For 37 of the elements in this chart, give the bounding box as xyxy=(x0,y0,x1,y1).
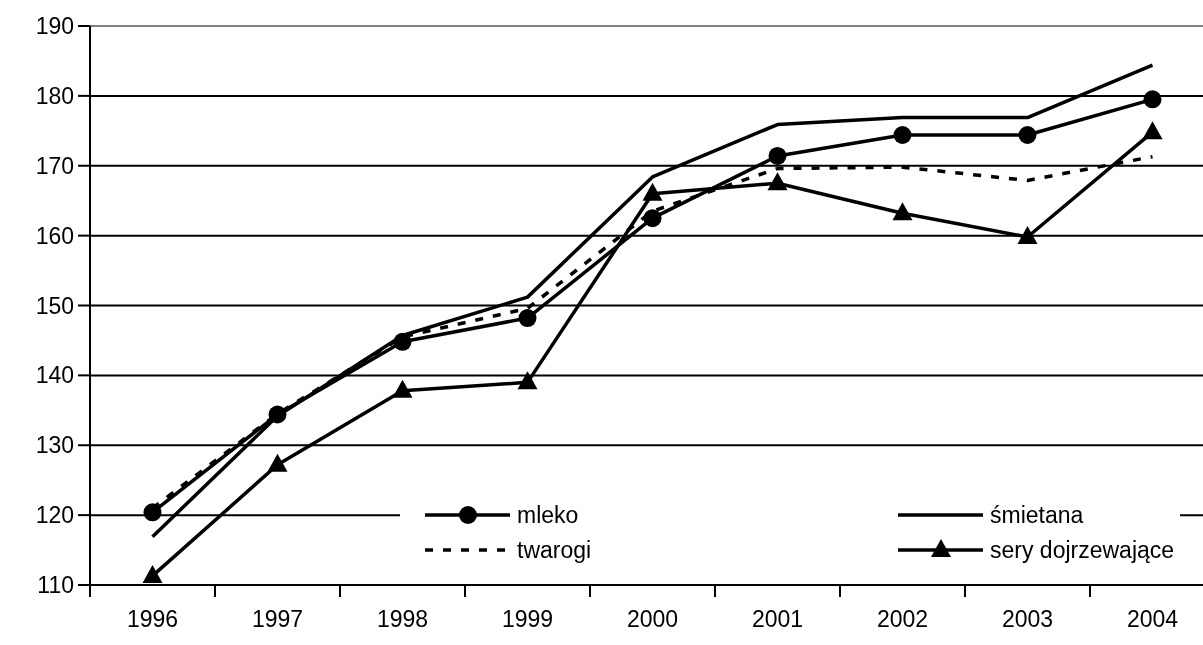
legend-label: sery dojrzewające xyxy=(990,537,1175,564)
point xyxy=(392,379,413,398)
point xyxy=(768,146,787,165)
y-tick-label: 180 xyxy=(35,82,74,109)
point xyxy=(1017,226,1038,245)
y-tick-label: 150 xyxy=(35,292,74,319)
y-tick-label: 190 xyxy=(35,13,74,40)
legend-label: śmietana xyxy=(990,502,1084,529)
x-tick-label: 1996 xyxy=(126,606,179,632)
point xyxy=(517,371,538,390)
point xyxy=(518,309,537,328)
point xyxy=(893,126,912,145)
y-tick-label: 160 xyxy=(35,222,74,249)
x-tick-label: 2004 xyxy=(1126,606,1179,632)
point xyxy=(642,182,663,201)
y-tick-label: 170 xyxy=(35,152,74,179)
point xyxy=(267,453,288,472)
y-tick-label: 140 xyxy=(35,362,74,389)
y-tick-label: 110 xyxy=(37,572,74,599)
x-tick-label: 2003 xyxy=(1001,606,1054,632)
point xyxy=(1142,121,1163,140)
point xyxy=(892,202,913,221)
y-tick-label: 120 xyxy=(35,502,74,529)
legend-label: twarogi xyxy=(517,537,592,564)
x-tick-label: 2000 xyxy=(626,606,679,632)
y-tick-label: 130 xyxy=(35,432,74,459)
point xyxy=(767,172,788,191)
point xyxy=(643,209,662,228)
legend-label: mleko xyxy=(517,502,579,529)
x-tick-label: 1997 xyxy=(251,606,304,632)
x-tick-label: 2002 xyxy=(876,606,929,632)
x-tick-label: 1999 xyxy=(501,606,554,632)
point xyxy=(142,564,163,583)
x-tick-label: 1998 xyxy=(376,606,429,632)
point xyxy=(1143,90,1162,109)
x-tick-label: 2001 xyxy=(751,606,804,632)
point xyxy=(1018,126,1037,145)
